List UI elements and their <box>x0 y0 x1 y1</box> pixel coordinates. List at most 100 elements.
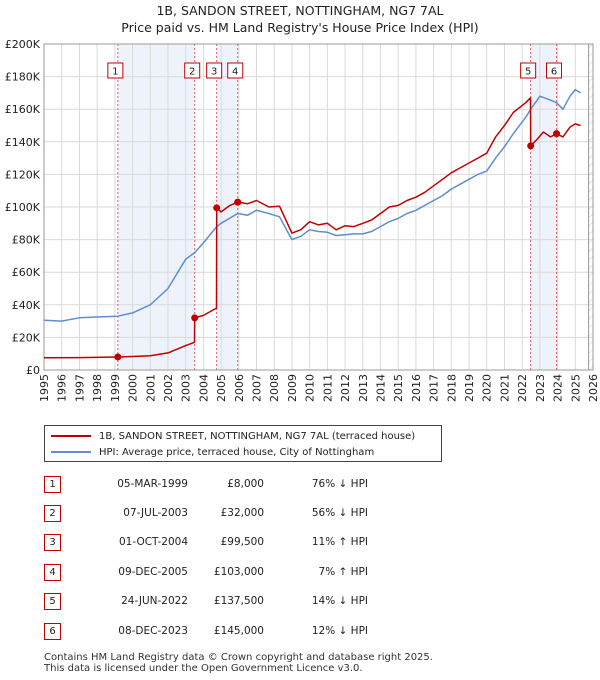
y-tick-label: £80K <box>12 234 41 247</box>
row-number-badge: 1 <box>44 476 61 493</box>
row-price: £103,000 <box>213 566 264 578</box>
x-tick-label: 2003 <box>180 374 193 402</box>
price-series-line <box>43 97 581 359</box>
x-tick-label: 2020 <box>481 374 494 402</box>
row-date: 24-JUN-2022 <box>121 595 188 607</box>
row-number-badge: 2 <box>44 505 61 522</box>
transaction-label-box <box>206 62 223 79</box>
y-tick-label: £200K <box>5 38 41 51</box>
row-date: 07-JUL-2003 <box>123 507 188 519</box>
row-hpi-diff: 12% ↓ HPI <box>311 625 368 637</box>
table-row: 4 09-DEC-2005 £103,000 7% ↑ HPI <box>44 564 384 582</box>
transaction-point <box>191 314 199 322</box>
x-tick-label: 2008 <box>268 374 281 402</box>
legend-item-price: 1B, SANDON STREET, NOTTINGHAM, NG7 7AL (… <box>51 429 415 443</box>
transaction-label-box <box>107 62 124 79</box>
row-hpi-diff: 14% ↓ HPI <box>311 595 368 607</box>
chart-title-line1: 1B, SANDON STREET, NOTTINGHAM, NG7 7AL <box>156 3 444 18</box>
table-row: 1 05-MAR-1999 £8,000 76% ↓ HPI <box>44 476 384 494</box>
x-tick-label: 2022 <box>516 374 529 402</box>
x-tick-label: 2026 <box>587 374 600 402</box>
transaction-label-box <box>227 62 244 79</box>
legend-label-price: 1B, SANDON STREET, NOTTINGHAM, NG7 7AL (… <box>99 430 416 442</box>
transaction-point <box>234 198 242 206</box>
x-tick-label: 2024 <box>552 374 565 402</box>
transaction-label: 6 <box>551 67 557 78</box>
legend-item-hpi: HPI: Average price, terraced house, City… <box>51 445 374 459</box>
transaction-label: 5 <box>525 67 531 78</box>
transaction-label-box <box>184 62 201 79</box>
row-date: 01-OCT-2004 <box>119 536 188 548</box>
legend-line-price <box>51 435 91 437</box>
table-row: 3 01-OCT-2004 £99,500 11% ↑ HPI <box>44 534 384 552</box>
x-tick-label: 2004 <box>197 374 210 402</box>
price-chart: 1 2 3 4 5 6 £0 £20K £40K £60K £80K £100K £120K £140K £… <box>5 38 600 402</box>
y-tick-label: £160K <box>5 103 41 116</box>
legend: 1B, SANDON STREET, NOTTINGHAM, NG7 7AL (… <box>44 425 442 462</box>
table-row: 2 07-JUL-2003 £32,000 56% ↓ HPI <box>44 505 384 523</box>
x-tick-label: 2002 <box>162 374 175 402</box>
x-tick-label: 1999 <box>109 374 122 402</box>
footer-copyright: Contains HM Land Registry data © Crown c… <box>44 652 433 663</box>
x-tick-label: 1995 <box>38 374 51 402</box>
row-hpi-diff: 11% ↑ HPI <box>311 536 368 548</box>
x-tick-label: 2017 <box>428 374 441 402</box>
row-price: £32,000 <box>220 507 264 519</box>
x-tick-label: 2012 <box>339 374 352 402</box>
row-price: £8,000 <box>227 478 264 490</box>
row-date: 05-MAR-1999 <box>117 478 188 490</box>
x-tick-label: 2009 <box>286 374 299 402</box>
hpi-series-line <box>43 88 581 322</box>
x-tick-label: 2007 <box>251 374 264 402</box>
transaction-point <box>527 142 535 150</box>
x-tick-label: 2015 <box>392 374 405 402</box>
y-tick-label: £20K <box>12 331 41 344</box>
x-tick-label: 1997 <box>73 374 86 402</box>
legend-label-hpi: HPI: Average price, terraced house, City… <box>99 446 375 458</box>
transaction-point <box>213 204 221 212</box>
x-tick-label: 2000 <box>127 374 140 402</box>
row-price: £145,000 <box>213 625 264 637</box>
row-number-badge: 6 <box>44 623 61 640</box>
row-date: 08-DEC-2023 <box>118 625 188 637</box>
transaction-label-box <box>520 62 537 79</box>
x-tick-label: 2016 <box>410 374 423 402</box>
plot-frame <box>43 43 594 371</box>
x-tick-label: 1996 <box>56 374 69 402</box>
x-tick-label: 2005 <box>215 374 228 402</box>
x-tick-label: 2014 <box>374 374 387 402</box>
x-tick-label: 2019 <box>463 374 476 402</box>
y-tick-label: £120K <box>5 168 41 181</box>
chart-title-line2: Price paid vs. HM Land Registry's House … <box>121 20 479 35</box>
row-hpi-diff: 56% ↓ HPI <box>311 507 368 519</box>
x-tick-label: 2006 <box>233 374 246 402</box>
x-tick-label: 1998 <box>91 374 104 402</box>
row-number-badge: 5 <box>44 593 61 610</box>
x-tick-label: 2011 <box>321 374 334 402</box>
transaction-point <box>553 130 561 138</box>
x-tick-label: 2023 <box>534 374 547 402</box>
transaction-label: 4 <box>232 67 238 78</box>
y-tick-label: £100K <box>5 201 41 214</box>
transaction-label: 2 <box>189 67 195 78</box>
transaction-label-box <box>546 62 563 79</box>
x-tick-label: 2021 <box>498 374 511 402</box>
legend-line-hpi <box>51 451 91 453</box>
transaction-label: 3 <box>211 67 217 78</box>
x-tick-label: 2025 <box>569 374 582 402</box>
x-tick-label: 2018 <box>445 374 458 402</box>
y-tick-label: £180K <box>5 71 41 84</box>
y-tick-label: £40K <box>12 299 41 312</box>
x-tick-label: 2010 <box>304 374 317 402</box>
row-date: 09-DEC-2005 <box>118 566 188 578</box>
row-hpi-diff: 76% ↓ HPI <box>311 478 368 490</box>
transaction-point <box>114 353 122 361</box>
transaction-label: 1 <box>112 67 118 78</box>
y-tick-label: £140K <box>5 136 41 149</box>
y-tick-label: £0 <box>26 364 40 377</box>
row-price: £137,500 <box>213 595 264 607</box>
chart-title: 1B, SANDON STREET, NOTTINGHAM, NG7 7AL P… <box>0 2 600 36</box>
x-tick-label: 2001 <box>144 374 157 402</box>
footer-licence: This data is licensed under the Open Gov… <box>44 663 363 674</box>
x-tick-label: 2013 <box>357 374 370 402</box>
